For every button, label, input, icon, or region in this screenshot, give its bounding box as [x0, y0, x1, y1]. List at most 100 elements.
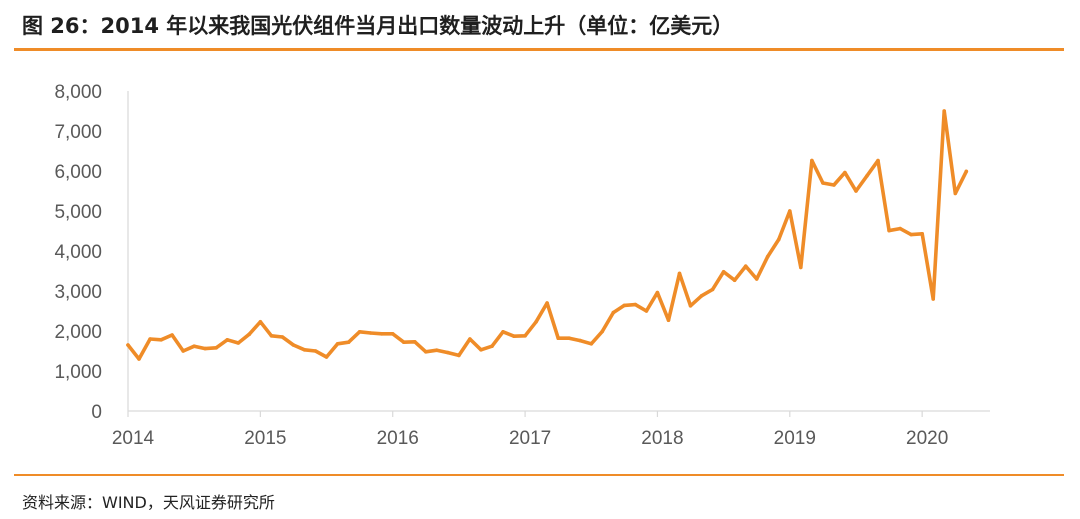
data-point — [324, 355, 329, 359]
data-point — [765, 254, 770, 259]
data-point — [291, 343, 296, 347]
data-point — [435, 348, 439, 353]
data-point — [666, 318, 671, 323]
data-point — [721, 270, 726, 274]
data-point — [799, 265, 803, 270]
data-point — [225, 338, 230, 342]
data-point — [677, 271, 682, 276]
data-point — [931, 297, 935, 301]
data-point — [335, 342, 340, 346]
y-tick-label: 5,000 — [54, 202, 102, 223]
data-point — [832, 183, 836, 187]
data-point — [633, 302, 638, 307]
data-point — [810, 158, 814, 163]
data-point — [346, 340, 351, 345]
data-point — [170, 333, 174, 337]
x-axis: 2014 2015 2016 2017 2018 2019 2020 — [112, 91, 990, 449]
data-point — [964, 169, 969, 174]
x-tick-label: 2015 — [244, 428, 286, 449]
x-tick-label: 2019 — [774, 428, 816, 449]
data-point — [688, 304, 693, 308]
data-point — [578, 338, 582, 343]
data-point — [424, 350, 428, 354]
data-point — [512, 334, 516, 339]
x-tick-label: 2016 — [377, 428, 419, 449]
data-point — [269, 334, 274, 338]
data-point — [854, 189, 858, 193]
data-point — [843, 170, 847, 175]
data-point — [887, 228, 891, 233]
data-point — [402, 340, 406, 345]
data-point — [181, 349, 185, 353]
data-point — [865, 174, 869, 178]
data-point — [777, 237, 781, 242]
data-point — [644, 309, 649, 313]
data-point — [743, 264, 748, 269]
data-point — [710, 287, 715, 292]
data-point — [468, 337, 472, 341]
data-point — [589, 342, 594, 346]
data-point — [754, 277, 759, 281]
y-tick-label: 3,000 — [54, 282, 102, 303]
data-point — [446, 350, 450, 355]
y-tick-label: 6,000 — [54, 162, 102, 183]
y-tick-label: 7,000 — [54, 122, 102, 143]
data-point — [192, 344, 196, 349]
data-point — [501, 330, 505, 334]
source-note: 资料来源：WIND，天风证券研究所 — [22, 493, 275, 512]
data-point — [379, 332, 384, 336]
data-point — [247, 332, 252, 337]
series-line — [126, 109, 969, 361]
data-point — [236, 341, 241, 345]
data-point — [313, 349, 318, 353]
data-point — [611, 310, 616, 315]
x-tick-label: 2020 — [906, 428, 948, 449]
data-point — [258, 320, 263, 324]
x-tick-label: 2018 — [641, 428, 683, 449]
data-point — [413, 340, 417, 344]
data-point — [357, 330, 362, 334]
y-tick-label: 0 — [91, 402, 102, 423]
data-point — [214, 346, 218, 350]
data-point — [953, 191, 958, 196]
data-point — [788, 209, 792, 213]
data-point — [490, 344, 494, 349]
footer-rule — [14, 474, 1064, 476]
y-tick-label: 2,000 — [54, 322, 102, 343]
data-point — [876, 158, 880, 163]
data-point — [203, 346, 207, 351]
data-point — [280, 335, 285, 339]
series-layer — [126, 109, 969, 361]
data-point — [390, 332, 395, 336]
data-point — [622, 303, 627, 308]
data-point — [655, 290, 660, 295]
y-tick-label: 1,000 — [54, 362, 102, 383]
data-point — [545, 301, 549, 305]
data-point — [148, 337, 152, 341]
data-point — [523, 334, 527, 338]
data-point — [898, 226, 902, 231]
title-rule — [14, 48, 1064, 51]
y-axis-tick-labels: 0 1,000 2,000 3,000 4,000 5,000 6,000 7,000 8,00… — [54, 82, 102, 423]
data-point — [567, 336, 571, 341]
data-point — [534, 320, 538, 324]
y-tick-label: 4,000 — [54, 242, 102, 263]
data-point — [159, 338, 163, 342]
data-point — [732, 278, 737, 283]
x-tick-label: 2014 — [112, 428, 155, 449]
data-point — [479, 348, 483, 352]
data-point — [821, 181, 825, 185]
figure-title: 图 26：2014 年以来我国光伏组件当月出口数量波动上升（单位：亿美元） — [22, 14, 734, 38]
data-point — [556, 336, 560, 341]
data-point — [909, 232, 913, 237]
data-point — [457, 353, 461, 358]
data-point — [942, 109, 946, 113]
data-point — [368, 331, 373, 335]
data-point — [600, 329, 605, 334]
data-point — [137, 357, 141, 361]
data-point — [302, 348, 307, 352]
y-tick-label: 8,000 — [54, 82, 102, 103]
data-point — [126, 343, 130, 347]
data-point — [920, 232, 924, 236]
